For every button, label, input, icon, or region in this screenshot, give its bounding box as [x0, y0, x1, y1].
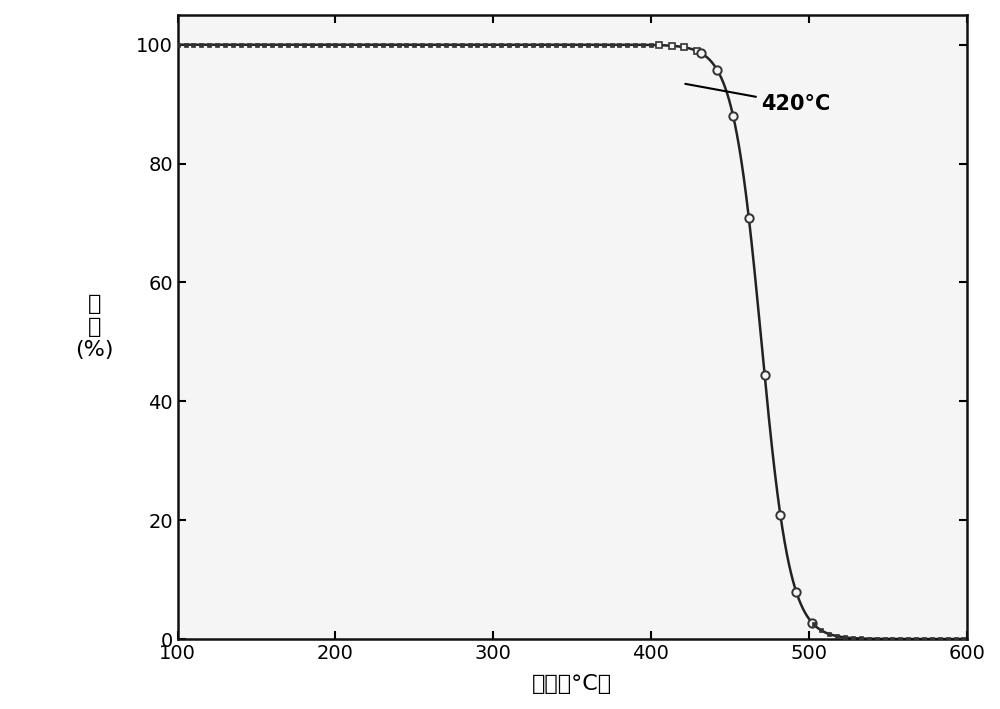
Y-axis label: 质
量
(%): 质 量 (%) [75, 294, 114, 360]
X-axis label: 温度（°C）: 温度（°C） [532, 674, 612, 694]
Text: 420°C: 420°C [685, 84, 831, 114]
